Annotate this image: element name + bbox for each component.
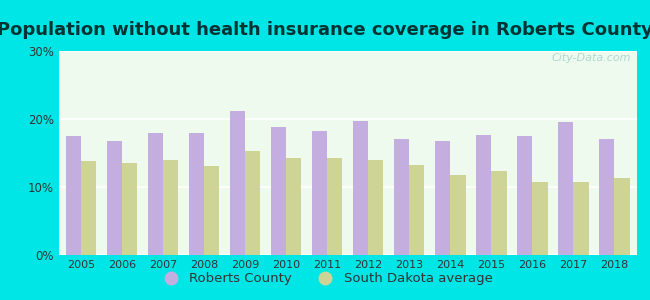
Bar <box>286 158 302 255</box>
Bar <box>163 160 178 255</box>
Bar <box>573 182 589 255</box>
Bar <box>435 141 450 255</box>
Bar <box>312 130 327 255</box>
Bar <box>369 160 383 255</box>
Bar <box>271 127 286 255</box>
Bar <box>599 140 614 255</box>
Bar <box>327 158 343 255</box>
Bar <box>491 171 506 255</box>
Bar <box>107 141 122 255</box>
Bar <box>532 182 547 255</box>
Bar <box>66 136 81 255</box>
Bar <box>148 133 163 255</box>
Bar <box>81 161 96 255</box>
Bar <box>122 163 137 255</box>
Bar <box>204 166 219 255</box>
Bar <box>189 133 204 255</box>
Bar <box>245 151 261 255</box>
Bar <box>517 136 532 255</box>
Bar <box>476 135 491 255</box>
Bar <box>450 175 465 255</box>
Bar <box>614 178 630 255</box>
Bar <box>353 121 369 255</box>
Bar <box>394 139 410 255</box>
Legend: Roberts County, South Dakota average: Roberts County, South Dakota average <box>152 267 498 290</box>
Bar <box>558 122 573 255</box>
Text: Population without health insurance coverage in Roberts County: Population without health insurance cove… <box>0 21 650 39</box>
Bar <box>410 165 424 255</box>
Text: City-Data.com: City-Data.com <box>552 53 631 63</box>
Bar <box>230 111 245 255</box>
